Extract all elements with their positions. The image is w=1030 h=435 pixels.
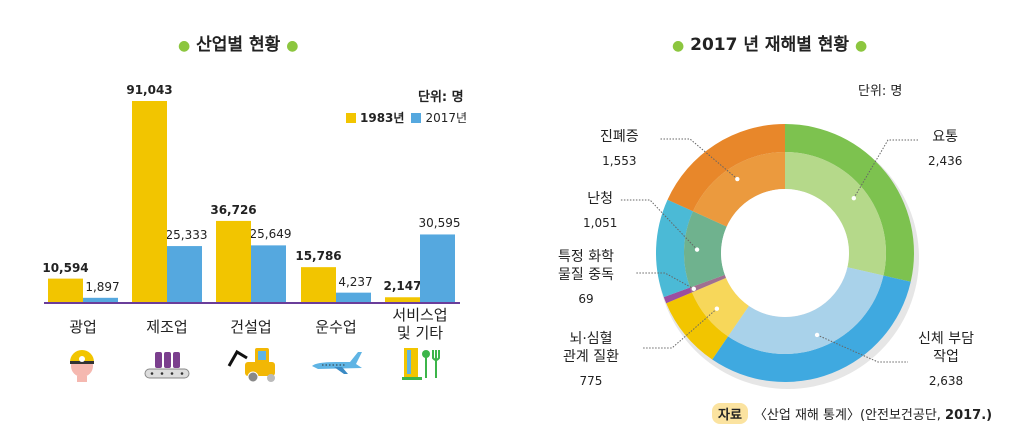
leader-dot [735, 176, 740, 182]
slice-name: 신체 부담 작업 [918, 331, 974, 365]
leader-dot [851, 195, 857, 201]
excavator-icon [227, 348, 275, 383]
legend-label-1983: 1983년 [360, 111, 405, 125]
category-label: 건설업 [230, 318, 272, 336]
slice-name: 진폐증 [600, 129, 639, 145]
donut-label: 난청 1,051 [583, 190, 617, 232]
donut-slice-inner-4 [684, 211, 727, 288]
donut-slice-outer-3 [663, 287, 692, 304]
legend-label-2017: 2017년 [425, 111, 468, 125]
slice-value: 1,051 [583, 216, 618, 230]
slice-name: 요통 [932, 129, 959, 145]
building-utensils-icon [402, 348, 440, 380]
slice-value: 69 [578, 292, 594, 306]
bar-2017-4 [420, 234, 455, 302]
donut-slice-inner-1 [728, 267, 884, 354]
donut-hole [721, 189, 849, 317]
airplane-icon [312, 352, 362, 374]
leader-dot [814, 332, 820, 338]
conveyor-bottles-icon [144, 352, 190, 379]
slice-name: 특정 화학 물질 중독 [558, 249, 614, 283]
bar-2017-3 [336, 292, 371, 302]
bar-2017-1 [167, 246, 202, 302]
bar-value-label: 25,649 [249, 227, 292, 242]
category-label: 운수업 [315, 318, 357, 336]
bar-1983-3 [301, 267, 336, 302]
donut-slice-outer-4 [656, 199, 694, 298]
source-text: 〈산업 재해 통계〉(안전보건공단, [753, 408, 946, 423]
donut-label: 뇌·심혈 관계 질환 775 [563, 330, 619, 390]
source-note: 자료 〈산업 재해 통계〉(안전보건공단, 2017.) [712, 403, 992, 424]
bar-value-label: 30,595 [418, 216, 461, 231]
bar-chart-title: ● 산업별 현황 ● [178, 35, 299, 55]
donut-slice-outer-0 [785, 124, 914, 282]
miner-helmet-icon [70, 350, 94, 382]
donut-slice-inner-3 [690, 274, 727, 293]
leader-line [816, 334, 908, 363]
donut-slice-inner-5 [693, 152, 785, 227]
bar-value-label: 15,786 [295, 249, 342, 264]
donut-slice-inner-0 [785, 152, 886, 276]
donut-unit-label: 단위: 명 [858, 84, 903, 99]
donut-slice-outer-2 [666, 292, 729, 360]
leader-line [620, 199, 698, 250]
bar-2017-2 [251, 245, 286, 302]
bar-value-label: 10,594 [42, 260, 89, 275]
bar-1983-1 [132, 101, 167, 302]
donut-label: 진폐증 1,553 [600, 128, 639, 170]
bar-value-label: 36,726 [210, 202, 257, 217]
donut-chart-title: ● 2017 년 재해별 현황 ● [672, 35, 868, 55]
leader-dot [694, 247, 700, 252]
slice-value: 2,638 [928, 374, 964, 388]
bar-legend: 1983년 2017년 [346, 109, 467, 126]
bar-2017-0 [83, 297, 118, 302]
bar-1983-0 [48, 278, 83, 302]
bar-unit-label: 단위: 명 [418, 90, 464, 105]
bar-1983-4 [385, 297, 420, 302]
leader-dot [714, 306, 720, 311]
donut-label: 요통 2,436 [928, 128, 962, 170]
source-year: 2017.) [945, 408, 993, 423]
bar-1983-2 [216, 220, 251, 302]
donut-slice-inner-2 [691, 277, 749, 337]
bar-value-label: 1,897 [85, 279, 120, 294]
source-tag: 자료 [712, 403, 748, 424]
slice-name: 난청 [587, 191, 614, 207]
donut-slice-outer-1 [712, 275, 911, 383]
donut-label: 특정 화학 물질 중독 69 [558, 248, 614, 308]
leader-line [853, 139, 918, 199]
category-label: 제조업 [146, 318, 188, 336]
slice-value: 2,436 [928, 154, 963, 168]
category-label: 광업 [69, 318, 97, 336]
bar-value-label: 25,333 [165, 228, 208, 243]
slice-value: 1,553 [602, 154, 637, 168]
leader-line [660, 138, 738, 180]
legend-swatch-1983 [346, 112, 356, 123]
bar-value-label: 4,237 [338, 274, 373, 289]
donut-label: 신체 부담 작업 2,638 [918, 330, 974, 390]
bar-value-label: 2,147 [383, 279, 422, 294]
legend-swatch-2017 [411, 112, 422, 123]
slice-name: 뇌·심혈 관계 질환 [563, 331, 619, 365]
category-label: 서비스업 및 기타 [392, 306, 448, 342]
donut-slice-outer-5 [667, 124, 785, 212]
bar-value-label: 91,043 [126, 83, 173, 97]
slice-value: 775 [579, 374, 603, 388]
leader-dot [691, 286, 696, 292]
